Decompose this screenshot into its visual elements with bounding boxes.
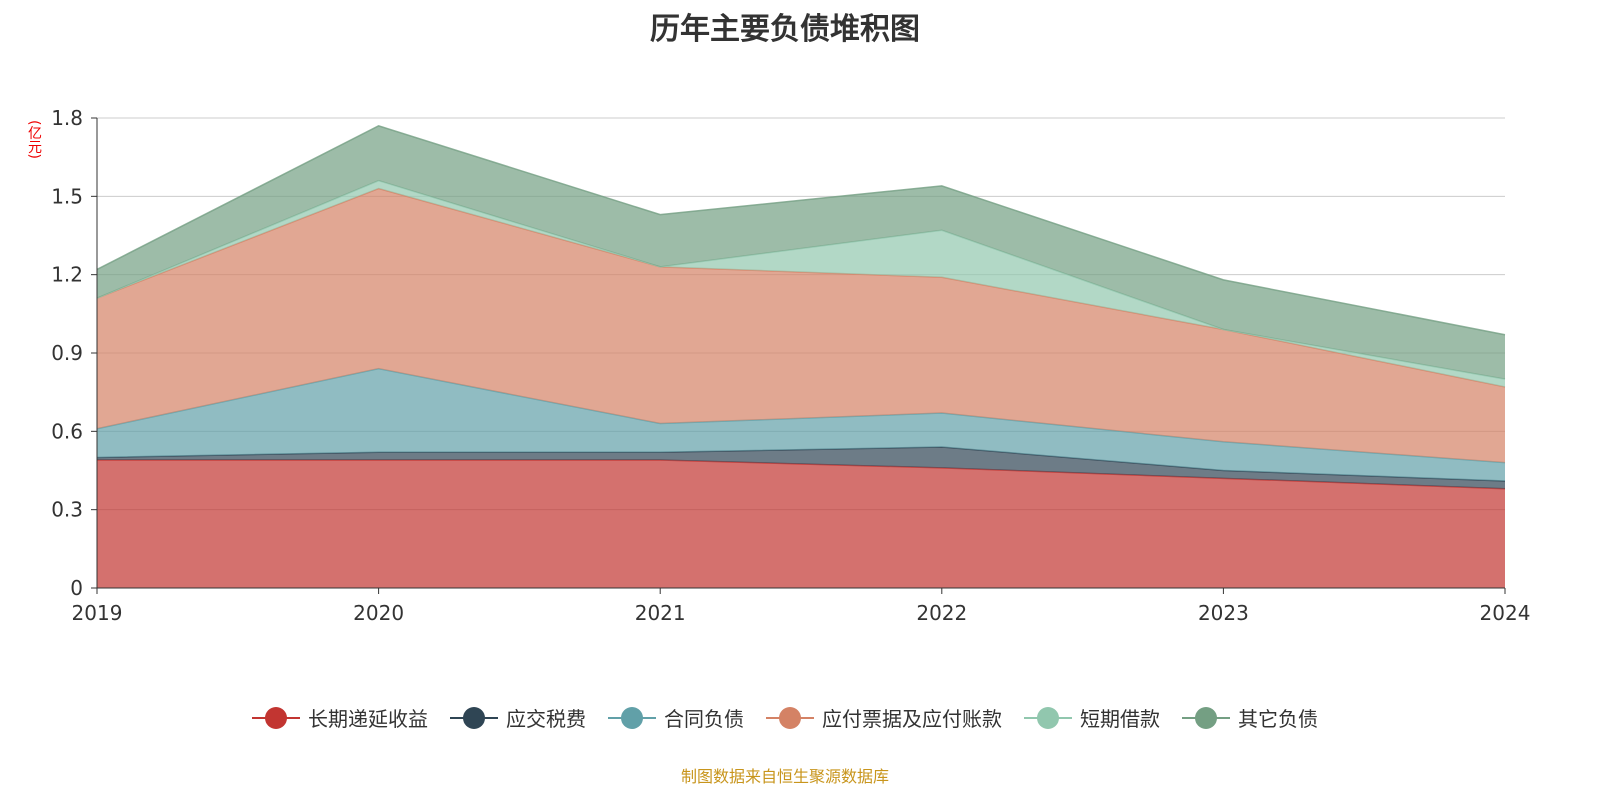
source-note: 制图数据来自恒生聚源数据库 bbox=[680, 767, 889, 786]
x-tick-label: 2021 bbox=[635, 601, 686, 625]
legend-marker-icon bbox=[1024, 706, 1072, 730]
x-tick-label: 2022 bbox=[916, 601, 967, 625]
y-tick-label: 0.9 bbox=[51, 341, 83, 365]
x-tick-label: 2020 bbox=[353, 601, 404, 625]
chart-title: 历年主要负债堆积图 bbox=[650, 12, 920, 47]
x-tick-label: 2023 bbox=[1198, 601, 1249, 625]
legend-marker-icon bbox=[252, 706, 300, 730]
y-axis-unit: (亿元) bbox=[26, 120, 42, 159]
y-tick-label: 0 bbox=[70, 576, 83, 600]
legend-item[interactable]: 长期递延收益 bbox=[252, 703, 428, 732]
y-tick-label: 1.2 bbox=[51, 263, 83, 287]
legend-label: 长期递延收益 bbox=[308, 707, 428, 731]
y-tick-label: 0.6 bbox=[51, 419, 83, 443]
legend-label: 应付票据及应付账款 bbox=[822, 707, 1002, 731]
y-tick-label: 1.5 bbox=[51, 184, 83, 208]
legend-item[interactable]: 应付票据及应付账款 bbox=[766, 703, 1002, 732]
area-2 bbox=[97, 368, 1505, 481]
legend-marker-icon bbox=[1182, 706, 1230, 730]
area-1 bbox=[97, 447, 1505, 489]
legend-item[interactable]: 其它负债 bbox=[1182, 703, 1318, 732]
legend-item[interactable]: 合同负债 bbox=[608, 703, 744, 732]
legend-label: 短期借款 bbox=[1080, 707, 1160, 731]
legend-item[interactable]: 应交税费 bbox=[450, 703, 586, 732]
x-tick-label: 2019 bbox=[72, 601, 123, 625]
legend-marker-icon bbox=[608, 706, 656, 730]
series-line-5 bbox=[96, 125, 1506, 336]
legend-label: 合同负债 bbox=[664, 707, 744, 731]
legend-label: 其它负债 bbox=[1238, 707, 1318, 731]
x-tick-label: 2024 bbox=[1480, 601, 1531, 625]
legend: 长期递延收益 应交税费 合同负债 应付票据及应付账款 短期借款 其它负债 bbox=[0, 703, 1570, 732]
area-3 bbox=[97, 188, 1505, 463]
area-5 bbox=[97, 125, 1505, 380]
legend-marker-icon bbox=[450, 706, 498, 730]
legend-marker-icon bbox=[766, 706, 814, 730]
area-0 bbox=[97, 460, 1505, 588]
y-tick-label: 1.8 bbox=[51, 106, 83, 130]
legend-item[interactable]: 短期借款 bbox=[1024, 703, 1160, 732]
legend-label: 应交税费 bbox=[506, 707, 586, 731]
y-tick-label: 0.3 bbox=[51, 498, 83, 522]
